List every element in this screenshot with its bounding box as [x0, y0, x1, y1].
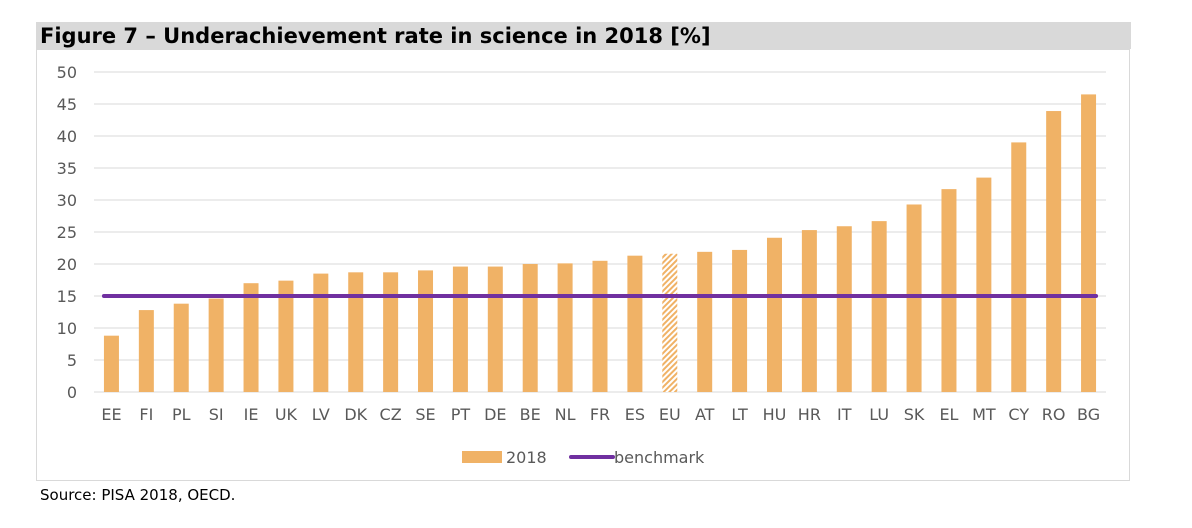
x-tick-label: MT	[972, 405, 996, 424]
bar-at	[697, 251, 713, 392]
x-tick-label: NL	[555, 405, 576, 424]
legend-label-benchmark: benchmark	[614, 448, 705, 467]
bar-fi	[138, 310, 154, 392]
chart-title: Figure 7 – Underachievement rate in scie…	[40, 24, 711, 48]
x-tick-label: BG	[1077, 405, 1100, 424]
bar-chart: 0 5 10 15 20 25 30 35 40 45 50 EE FI PL SI IE UK LV DK CZ SE…	[57, 63, 1106, 467]
y-tick-label: 10	[57, 319, 77, 338]
legend-swatch-2018	[462, 451, 502, 463]
legend-label-2018: 2018	[506, 448, 547, 467]
x-tick-label: UK	[275, 405, 298, 424]
x-tick-label: FR	[590, 405, 610, 424]
bar-it	[836, 226, 852, 392]
bar-ie	[243, 283, 259, 392]
x-tick-label: PT	[451, 405, 471, 424]
chart-frame: 0 5 10 15 20 25 30 35 40 45 50 EE FI PL SI IE UK LV DK CZ SE…	[36, 49, 1130, 481]
x-tick-label: SE	[415, 405, 435, 424]
bar-de	[487, 266, 503, 392]
y-tick-label: 40	[57, 127, 77, 146]
bar-eu	[662, 253, 678, 392]
x-tick-label: SI	[209, 405, 224, 424]
y-tick-label: 50	[57, 63, 77, 82]
x-tick-label: LU	[869, 405, 889, 424]
bar-pl	[173, 303, 189, 392]
x-tick-label: ES	[625, 405, 645, 424]
x-tick-label: EU	[659, 405, 681, 424]
x-tick-label: SK	[904, 405, 925, 424]
x-tick-label: BE	[520, 405, 541, 424]
y-tick-label: 5	[67, 351, 77, 370]
y-tick-label: 45	[57, 95, 77, 114]
bar-cz	[383, 272, 399, 392]
bar-ro	[1046, 111, 1062, 392]
title-bar: Figure 7 – Underachievement rate in scie…	[36, 22, 1131, 49]
x-tick-label: FI	[139, 405, 153, 424]
x-tick-label: PL	[172, 405, 191, 424]
bar-es	[627, 255, 643, 392]
bar-be	[522, 264, 538, 392]
bar-nl	[557, 263, 573, 392]
x-tick-label: LT	[731, 405, 748, 424]
bar-hr	[801, 230, 817, 392]
bar-el	[941, 189, 957, 392]
y-tick-label: 25	[57, 223, 77, 242]
bar-sk	[906, 204, 922, 392]
bar-uk	[278, 280, 294, 392]
bar-fr	[592, 260, 608, 392]
bar-se	[418, 270, 434, 392]
y-tick-label: 0	[67, 383, 77, 402]
y-tick-label: 15	[57, 287, 77, 306]
x-tick-label: CZ	[380, 405, 402, 424]
x-tick-label: EL	[939, 405, 958, 424]
y-tick-label: 30	[57, 191, 77, 210]
x-tick-label: CY	[1008, 405, 1029, 424]
bar-ee	[103, 335, 119, 392]
y-tick-label: 35	[57, 159, 77, 178]
x-tick-label: HR	[798, 405, 821, 424]
bar-lt	[732, 249, 748, 392]
x-tick-label: EE	[101, 405, 121, 424]
bar-dk	[348, 272, 364, 392]
x-tick-label: DE	[484, 405, 506, 424]
bar-lv	[313, 273, 329, 392]
bar-cy	[1011, 142, 1027, 392]
bar-hu	[766, 237, 782, 392]
bar-pt	[452, 266, 468, 392]
y-tick-label: 20	[57, 255, 77, 274]
x-tick-label: LV	[312, 405, 330, 424]
x-tick-label: HU	[763, 405, 787, 424]
x-tick-label: RO	[1042, 405, 1066, 424]
bar-mt	[976, 177, 992, 392]
x-tick-label: DK	[344, 405, 367, 424]
source-note: Source: PISA 2018, OECD.	[40, 486, 236, 504]
bar-lu	[871, 221, 887, 392]
x-tick-label: IE	[244, 405, 259, 424]
x-tick-label: IT	[837, 405, 852, 424]
x-tick-label: AT	[695, 405, 715, 424]
bar-bg	[1081, 94, 1097, 393]
bar-si	[208, 298, 224, 392]
